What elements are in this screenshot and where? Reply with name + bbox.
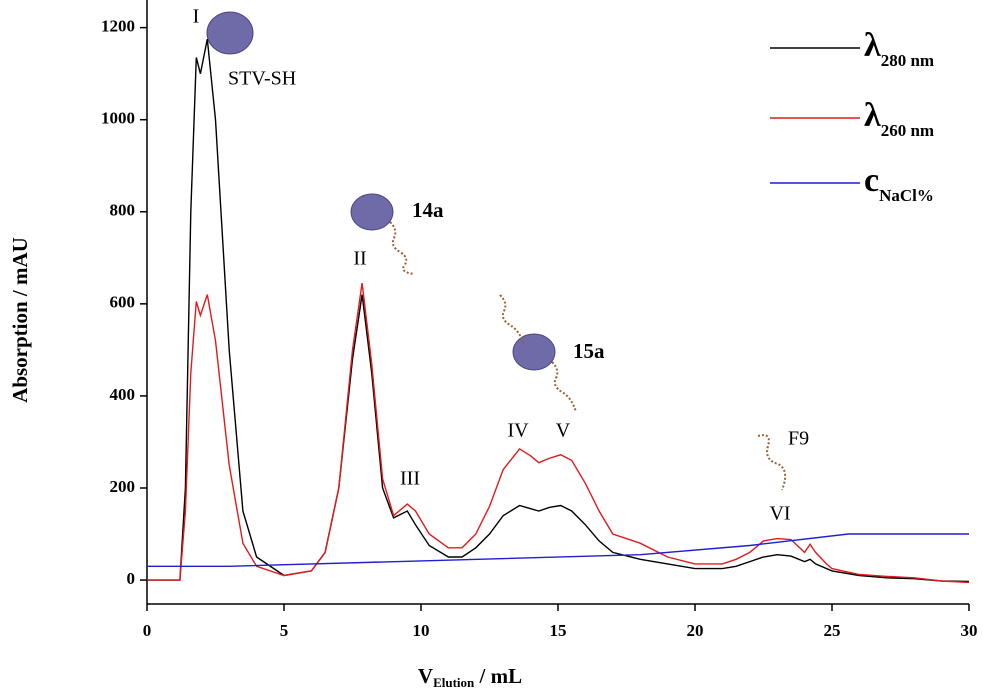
peak-annotation: V bbox=[556, 420, 571, 442]
dna-icon bbox=[551, 361, 577, 413]
peak-annotation: F9 bbox=[788, 428, 809, 450]
y-tick-label: 600 bbox=[110, 293, 136, 312]
legend-label: λ260 nm bbox=[864, 97, 934, 140]
series-line bbox=[147, 283, 970, 584]
y-tick-label: 1200 bbox=[101, 17, 135, 36]
x-tick-label: 20 bbox=[687, 621, 704, 640]
x-tick-label: 15 bbox=[550, 621, 567, 640]
peak-annotation: 14a bbox=[412, 198, 444, 222]
x-tick-label: 10 bbox=[413, 621, 430, 640]
x-tick-label: 30 bbox=[961, 621, 978, 640]
protein-icons bbox=[206, 11, 787, 491]
x-label-main: V bbox=[418, 664, 433, 688]
dna-icon bbox=[389, 221, 415, 275]
series-line bbox=[147, 38, 970, 583]
y-tick-label: 800 bbox=[110, 201, 136, 220]
dna-icon bbox=[499, 294, 525, 346]
y-tick-label: 400 bbox=[110, 385, 136, 404]
legend-label: λ280 nm bbox=[864, 27, 934, 70]
y-tick-label: 200 bbox=[110, 477, 136, 496]
x-label-rest: / mL bbox=[474, 664, 522, 688]
peak-annotation: 15a bbox=[573, 339, 605, 363]
protein-icon bbox=[206, 11, 254, 55]
x-axis-label: VElution / mL bbox=[418, 664, 522, 690]
legend-label-sub: NaCl% bbox=[879, 186, 934, 205]
dna-icon bbox=[757, 434, 787, 491]
peak-annotation: STV-SH bbox=[228, 68, 296, 90]
x-label-sub: Elution bbox=[433, 675, 475, 690]
x-tick-label: 25 bbox=[824, 621, 841, 640]
series-line bbox=[147, 533, 969, 567]
protein-icon bbox=[512, 333, 556, 371]
x-tick-label: 5 bbox=[280, 621, 289, 640]
x-tick-label: 0 bbox=[143, 621, 152, 640]
peak-annotation: II bbox=[353, 248, 366, 270]
y-tick-label: 0 bbox=[127, 569, 136, 588]
legend-label: cNaCl% bbox=[864, 162, 934, 205]
legend-label-sub: 280 nm bbox=[881, 51, 934, 70]
protein-icon bbox=[350, 193, 394, 231]
legend-label-sub: 260 nm bbox=[881, 121, 934, 140]
peak-annotation: III bbox=[400, 468, 420, 490]
y-tick-label: 1000 bbox=[101, 109, 135, 128]
y-axis-label: Absorption / mAU bbox=[8, 237, 32, 403]
peak-annotation: I bbox=[193, 6, 200, 28]
peak-annotation: VI bbox=[769, 503, 790, 525]
peak-annotation: IV bbox=[507, 420, 529, 442]
